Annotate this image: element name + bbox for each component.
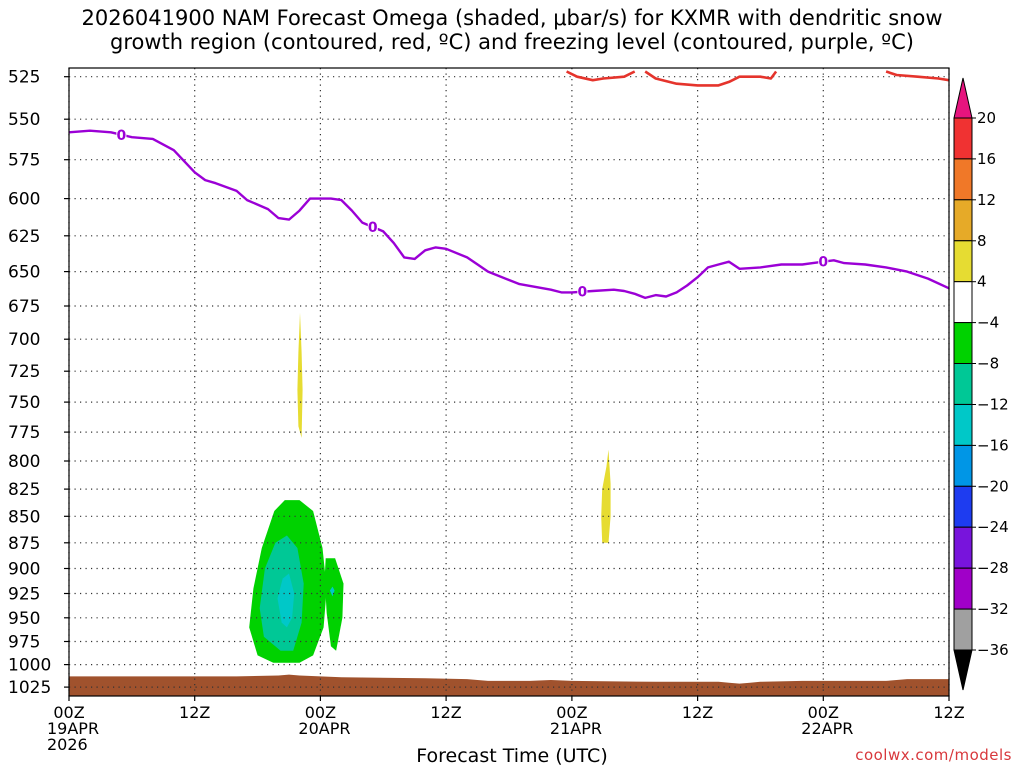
y-tick-label-13: 850 bbox=[8, 507, 40, 527]
y-tick-label-10: 775 bbox=[8, 423, 40, 443]
colorbar-swatch-3 bbox=[953, 240, 973, 283]
colorbar-label-2: 12 bbox=[977, 191, 996, 209]
colorbar-swatch-9 bbox=[953, 485, 973, 528]
y-tick-label-3: 600 bbox=[8, 190, 40, 210]
dgz-contour-2 bbox=[885, 70, 949, 82]
colorbar-swatch-10 bbox=[953, 526, 973, 569]
y-tick-label-6: 675 bbox=[8, 297, 40, 317]
freezing-level-line bbox=[69, 129, 949, 300]
x-tick-label-5-0: 12Z bbox=[682, 703, 713, 722]
colorbar-swatch-6 bbox=[953, 363, 973, 405]
x-tick-label-2-0: 00Z bbox=[305, 703, 336, 722]
y-tick-label-18: 975 bbox=[8, 633, 40, 653]
x-tick-label-4-1: 21APR bbox=[550, 719, 602, 738]
omega-area-1 bbox=[324, 558, 344, 651]
x-tick-label-1-0: 12Z bbox=[179, 703, 210, 722]
y-tick-label-15: 900 bbox=[8, 560, 40, 580]
y-tick-label-2: 575 bbox=[8, 151, 40, 171]
omega-area-6 bbox=[329, 586, 335, 597]
y-axis: 525 550 575 600 625 650 675 700 725 750 775 800 825 8… bbox=[8, 68, 69, 698]
colorbar-label-12: −32 bbox=[977, 600, 1009, 618]
x-tick-label-7-0: 12Z bbox=[933, 703, 964, 722]
terrain bbox=[69, 674, 949, 696]
omega-shading bbox=[249, 312, 611, 663]
freezing-level-label-3: 0 bbox=[818, 255, 828, 271]
colorbar-label-10: −24 bbox=[977, 518, 1009, 536]
colorbar-label-13: −36 bbox=[977, 641, 1009, 659]
colorbar-swatch-5 bbox=[953, 322, 973, 365]
freezing-label-bg-0 bbox=[116, 127, 127, 142]
freezing-level-label-0: 0 bbox=[117, 128, 127, 144]
y-tick-label-1: 550 bbox=[8, 110, 40, 130]
y-tick-label-19: 1000 bbox=[8, 656, 51, 676]
colorbar-arrow-bottom bbox=[953, 649, 973, 691]
colorbar-label-7: −12 bbox=[977, 396, 1009, 414]
y-tick-label-16: 925 bbox=[8, 585, 40, 605]
x-tick-label-2-1: 20APR bbox=[298, 719, 350, 738]
terrain-fill bbox=[69, 674, 949, 696]
freezing-label-bg-3 bbox=[818, 254, 829, 269]
x-tick-label-4-0: 00Z bbox=[556, 703, 587, 722]
y-tick-label-8: 725 bbox=[8, 362, 40, 382]
x-tick-label-0-2: 2026 bbox=[47, 735, 88, 754]
y-tick-label-4: 625 bbox=[8, 227, 40, 247]
omega-area-5 bbox=[601, 449, 611, 543]
colorbar-swatch-8 bbox=[953, 444, 973, 487]
freezing-label-bg-2 bbox=[577, 284, 588, 299]
x-tick-label-6-1: 22APR bbox=[801, 719, 853, 738]
y-tick-label-17: 950 bbox=[8, 609, 40, 629]
dgz-contour-1 bbox=[644, 70, 778, 87]
dgz-contour-0 bbox=[566, 70, 636, 82]
colorbar-swatch-1 bbox=[953, 158, 973, 201]
y-tick-label-7: 700 bbox=[8, 330, 40, 350]
x-tick-label-0-0: 00Z bbox=[53, 703, 84, 722]
colorbar-label-11: −28 bbox=[977, 559, 1009, 577]
colorbar-label-3: 8 bbox=[977, 232, 987, 250]
y-tick-label-5: 650 bbox=[8, 263, 40, 283]
colorbar-swatch-7 bbox=[953, 404, 973, 446]
y-tick-label-14: 875 bbox=[8, 534, 40, 554]
freezing-label-bg-1 bbox=[367, 220, 378, 235]
contours: 0 0 0 0 bbox=[69, 70, 949, 301]
colorbar-swatch-11 bbox=[953, 567, 973, 610]
omega-area-3 bbox=[277, 573, 295, 628]
freezing-level-label-2: 0 bbox=[577, 285, 587, 301]
plot-frame bbox=[68, 67, 950, 697]
omega-area-4 bbox=[297, 312, 303, 438]
x-tick-label-3-0: 12Z bbox=[430, 703, 461, 722]
y-tick-label-20: 1025 bbox=[8, 678, 51, 698]
colorbar-swatch-4 bbox=[953, 281, 973, 324]
y-tick-label-0: 525 bbox=[8, 68, 40, 88]
colorbar-label-6: −8 bbox=[977, 355, 999, 373]
colorbar-label-1: 16 bbox=[977, 150, 996, 168]
colorbar-label-9: −20 bbox=[977, 477, 1009, 495]
colorbar-label-5: −4 bbox=[977, 314, 999, 332]
credit-link[interactable]: coolwx.com/models bbox=[855, 746, 1012, 764]
y-tick-label-9: 750 bbox=[8, 393, 40, 413]
chart-title: 2026041900 NAM Forecast Omega (shaded, μ… bbox=[0, 6, 1024, 54]
x-tick-label-0-1: 19APR bbox=[47, 719, 99, 738]
freezing-level-label-1: 0 bbox=[368, 220, 378, 236]
colorbar-swatch-12 bbox=[953, 608, 973, 651]
y-tick-label-11: 800 bbox=[8, 452, 40, 472]
title-line-2: growth region (contoured, red, ºC) and f… bbox=[110, 30, 914, 54]
x-axis-label: Forecast Time (UTC) bbox=[416, 745, 608, 767]
x-tick-label-6-0: 00Z bbox=[808, 703, 839, 722]
colorbar-arrow-top bbox=[953, 77, 973, 119]
colorbar-label-8: −16 bbox=[977, 436, 1009, 454]
colorbar-label-0: 20 bbox=[977, 109, 996, 127]
colorbar-label-4: 4 bbox=[977, 273, 987, 291]
colorbar-swatch-2 bbox=[953, 199, 973, 242]
grid bbox=[68, 68, 950, 696]
y-tick-label-12: 825 bbox=[8, 480, 40, 500]
title-line-1: 2026041900 NAM Forecast Omega (shaded, μ… bbox=[81, 6, 943, 30]
colorbar-swatch-0 bbox=[953, 117, 973, 160]
colorbar: 20 16 12 8 4 −4 −8 −12 −16 −20 −24 −28 −32 −36 bbox=[953, 77, 1009, 691]
